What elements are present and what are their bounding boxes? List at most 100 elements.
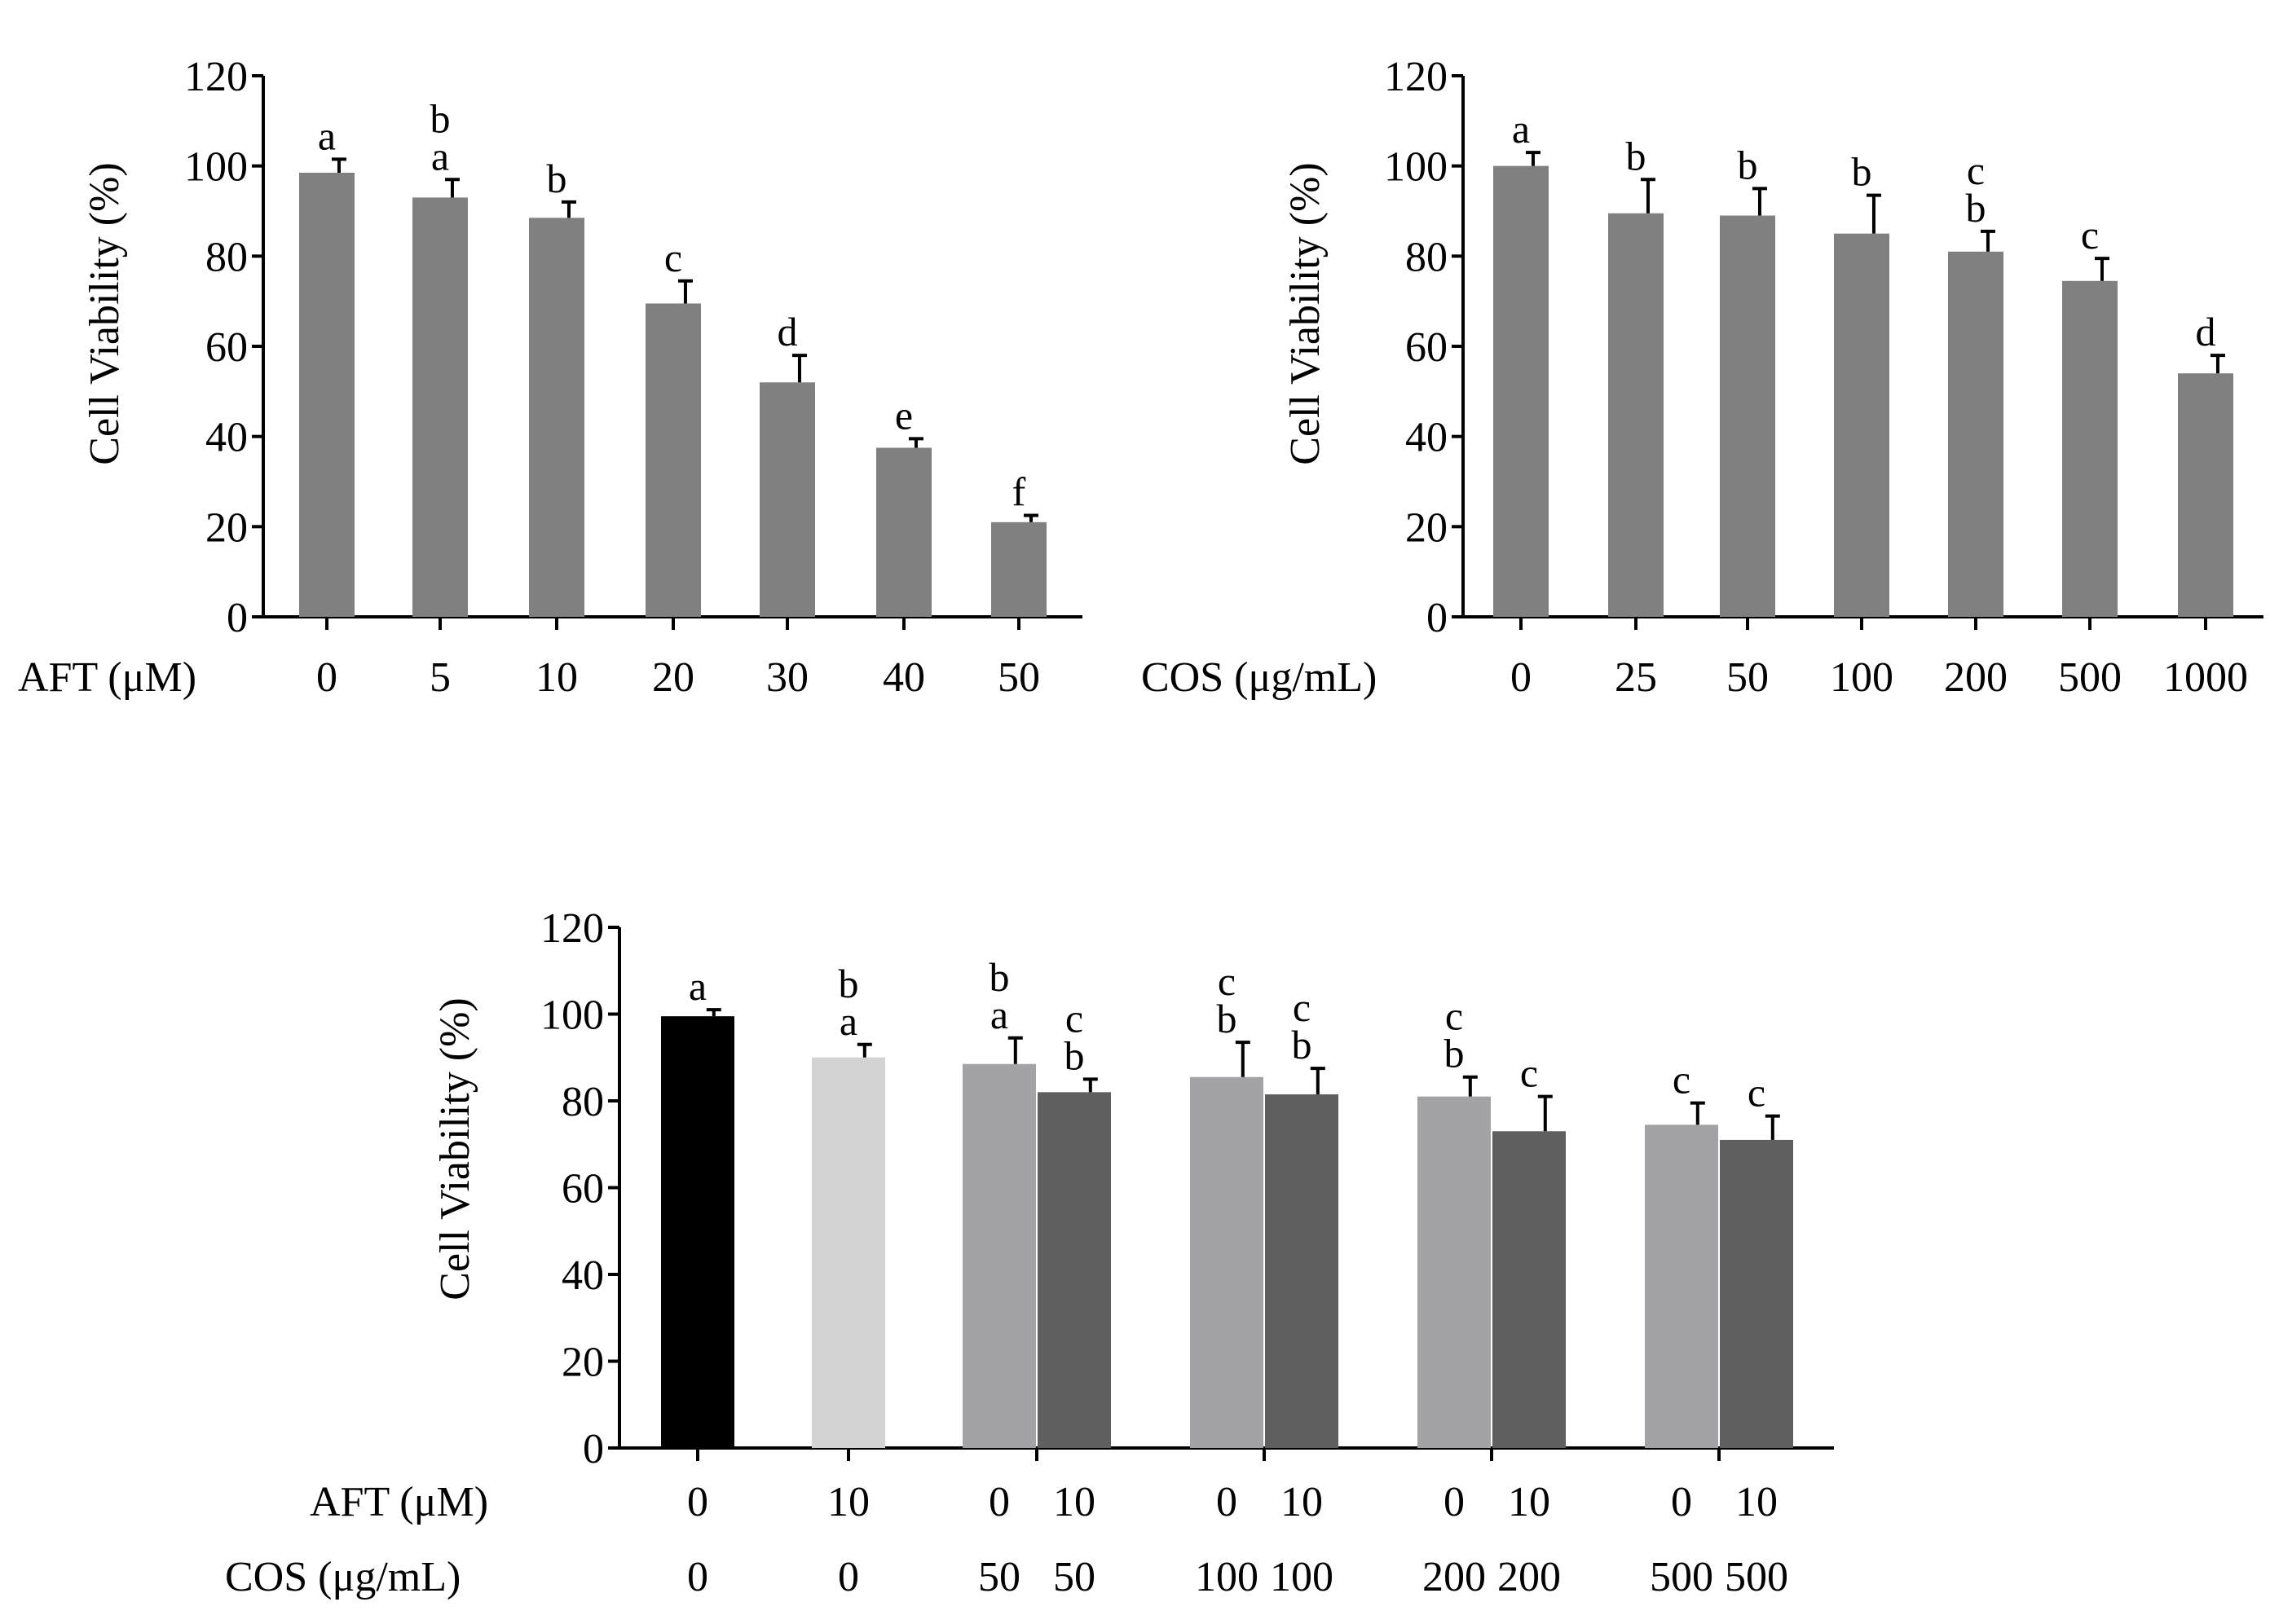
bar (299, 172, 355, 617)
bar (2178, 373, 2233, 617)
y-tick-label: 0 (583, 1426, 604, 1472)
bar (1645, 1124, 1718, 1448)
significance-letter: c (1218, 958, 1236, 1004)
significance-letter: b (1852, 149, 1872, 195)
chart-combination: Cell Viability (%) AFT (μM) COS (μg/mL) … (225, 905, 1834, 1600)
significance-letter: b (1966, 185, 1986, 231)
cos-dose-label: 200 (1497, 1554, 1561, 1600)
bar (812, 1057, 885, 1448)
chart-aft: Cell Viability (%) AFT (μM) 020406080100… (18, 54, 1082, 701)
y-tick-label: 40 (562, 1252, 604, 1299)
aft-dose-label: 10 (1508, 1479, 1550, 1525)
row-label-cos: COS (μg/mL) (225, 1554, 461, 1600)
y-tick-label: 60 (562, 1166, 604, 1212)
y-tick-label: 0 (227, 595, 248, 641)
significance-letter: c (1445, 993, 1463, 1039)
x-tick-label: 20 (652, 654, 694, 701)
y-tick-label: 80 (205, 234, 248, 280)
significance-letter: f (1012, 469, 1026, 515)
x-tick-label: 200 (1944, 654, 2008, 701)
y-tick-label: 100 (184, 144, 248, 191)
y-tick-label: 120 (1384, 54, 1448, 100)
aft-dose-label: 10 (1053, 1479, 1095, 1525)
significance-letter: c (664, 235, 682, 280)
significance-letter: b (1292, 1022, 1312, 1067)
y-tick-label: 20 (562, 1340, 604, 1386)
significance-letter: b (1626, 133, 1646, 178)
cos-dose-label: 50 (1053, 1554, 1095, 1600)
cos-dose-label: 100 (1195, 1554, 1258, 1600)
cos-dose-label: 0 (838, 1554, 859, 1600)
x-tick-label: 25 (1615, 654, 1657, 701)
bar (1265, 1094, 1338, 1448)
bar (412, 197, 468, 617)
x-tick-label: 50 (998, 654, 1040, 701)
cos-dose-label: 0 (687, 1554, 708, 1600)
cos-dose-label: 200 (1422, 1554, 1486, 1600)
y-tick-label: 40 (205, 415, 248, 461)
x-tick-label: 0 (1510, 654, 1532, 701)
y-tick-label: 80 (562, 1079, 604, 1125)
x-tick-label: 30 (766, 654, 809, 701)
significance-letter: b (1444, 1031, 1465, 1076)
bar (1720, 1139, 1793, 1448)
x-axis-label: COS (μg/mL) (1141, 654, 1377, 701)
significance-letter: c (1065, 995, 1083, 1041)
bar (529, 218, 584, 617)
bar (1608, 213, 1664, 617)
aft-dose-label: 10 (827, 1479, 870, 1525)
bar (760, 382, 815, 617)
significance-letter: b (839, 961, 859, 1006)
bar (2062, 280, 2118, 617)
significance-letter: b (1064, 1032, 1085, 1078)
bar (991, 522, 1047, 617)
y-tick-label: 0 (1426, 595, 1448, 641)
significance-letter: a (990, 992, 1008, 1037)
significance-letter: b (430, 95, 451, 141)
bar (1417, 1096, 1491, 1448)
x-tick-label: 10 (536, 654, 578, 701)
significance-letter: c (1293, 984, 1311, 1030)
y-tick-label: 100 (540, 992, 604, 1039)
y-tick-label: 20 (1405, 504, 1448, 551)
significance-letter: c (1673, 1057, 1690, 1102)
aft-dose-label: 0 (1216, 1479, 1237, 1525)
significance-letter: a (431, 133, 449, 178)
y-axis-label: Cell Viability (%) (82, 162, 128, 464)
bar (1493, 165, 1549, 617)
significance-letter: c (1748, 1070, 1765, 1116)
significance-letter: d (778, 309, 798, 354)
y-tick-label: 120 (540, 905, 604, 952)
bar (876, 447, 932, 617)
bar (646, 303, 701, 617)
cos-dose-label: 100 (1270, 1554, 1333, 1600)
y-tick-label: 60 (1405, 324, 1448, 371)
bar (1948, 251, 2003, 617)
bar (1720, 215, 1775, 617)
aft-dose-label: 0 (989, 1479, 1010, 1525)
aft-dose-label: 10 (1735, 1479, 1778, 1525)
bar (963, 1063, 1036, 1448)
y-tick-label: 40 (1405, 415, 1448, 461)
bar (1038, 1092, 1111, 1448)
significance-letter: c (1520, 1050, 1538, 1096)
cos-dose-label: 500 (1725, 1554, 1788, 1600)
significance-letter: a (689, 963, 707, 1009)
x-tick-label: 5 (430, 654, 451, 701)
significance-letter: a (1512, 106, 1530, 152)
y-axis-label: Cell Viability (%) (432, 997, 478, 1300)
significance-letter: b (990, 954, 1010, 1000)
x-tick-label: 0 (316, 654, 337, 701)
bar (1190, 1076, 1263, 1448)
aft-dose-label: 10 (1280, 1479, 1323, 1525)
aft-dose-label: 0 (687, 1479, 708, 1525)
row-label-aft: AFT (μM) (310, 1479, 488, 1525)
significance-letter: d (2196, 309, 2216, 354)
x-tick-label: 500 (2058, 654, 2122, 701)
significance-letter: c (1967, 147, 1985, 193)
significance-letter: e (895, 392, 913, 438)
significance-letter: a (318, 112, 336, 158)
y-tick-label: 100 (1384, 144, 1448, 191)
x-tick-label: 40 (883, 654, 925, 701)
